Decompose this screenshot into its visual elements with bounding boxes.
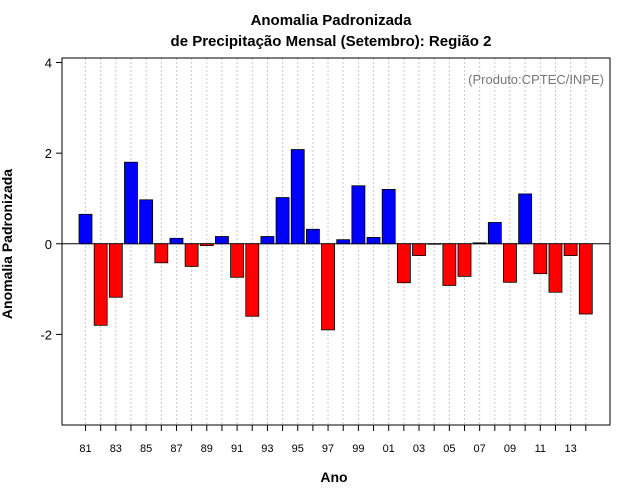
bar-87 bbox=[169, 237, 184, 245]
x-tick-label: 95 bbox=[292, 443, 304, 455]
x-tick-label: 99 bbox=[352, 443, 364, 455]
y-tick-label: 0 bbox=[45, 237, 52, 252]
bar-83 bbox=[108, 243, 123, 298]
x-tick-label: 11 bbox=[535, 443, 546, 455]
chart-title-line2: de Precipitação Mensal (Setembro): Regiã… bbox=[171, 33, 492, 50]
bar-82 bbox=[93, 243, 108, 326]
bar-03 bbox=[412, 243, 426, 256]
x-tick-label: 05 bbox=[443, 443, 455, 455]
bar-series bbox=[78, 149, 593, 331]
bar-95 bbox=[290, 149, 305, 245]
bar-96 bbox=[305, 228, 320, 245]
bar-01 bbox=[381, 188, 396, 245]
x-tick-label: 83 bbox=[110, 443, 122, 455]
bar-97 bbox=[321, 243, 335, 331]
plot-frame bbox=[61, 57, 611, 426]
x-tick-label: 01 bbox=[383, 443, 395, 455]
x-axis-label: Ano bbox=[320, 469, 347, 485]
bar-85 bbox=[139, 199, 154, 245]
bar-10 bbox=[518, 193, 533, 245]
bar-14 bbox=[578, 243, 593, 315]
bar-08 bbox=[487, 222, 502, 245]
y-axis-label: Anomalia Padronizada bbox=[0, 169, 15, 319]
bar-93 bbox=[260, 236, 275, 245]
bar-90 bbox=[215, 236, 229, 245]
bar-98 bbox=[336, 239, 351, 245]
x-axis: 81 83 85 87 89 91 93 95 97 99 01 03 05 07 09 11 13 bbox=[79, 425, 587, 455]
bar-91 bbox=[230, 243, 245, 278]
bar-81 bbox=[78, 213, 93, 245]
x-tick-label: 91 bbox=[231, 443, 243, 455]
bar-04 bbox=[427, 243, 442, 245]
bar-06 bbox=[457, 243, 472, 277]
y-tick-label: -2 bbox=[40, 327, 52, 342]
bar-00 bbox=[366, 237, 381, 245]
bar-88 bbox=[184, 243, 199, 267]
y-tick-label: 4 bbox=[45, 56, 52, 71]
vertical-gridlines bbox=[85, 58, 587, 425]
bar-86 bbox=[154, 243, 169, 264]
chart-title-line1: Anomalia Padronizada bbox=[251, 12, 413, 29]
x-tick-label: 89 bbox=[201, 443, 213, 455]
bar-94 bbox=[275, 197, 290, 245]
x-tick-label: 09 bbox=[504, 443, 516, 455]
bar-11 bbox=[533, 243, 548, 275]
x-tick-label: 81 bbox=[79, 443, 91, 455]
x-tick-label: 85 bbox=[140, 443, 152, 455]
bar-02 bbox=[396, 243, 411, 284]
x-tick-label: 13 bbox=[564, 443, 576, 455]
x-tick-label: 97 bbox=[322, 443, 334, 455]
bar-13 bbox=[563, 243, 578, 256]
bar-12 bbox=[548, 243, 563, 293]
bar-05 bbox=[442, 243, 457, 286]
bar-09 bbox=[503, 243, 517, 283]
product-credit: (Produto:CPTEC/INPE) bbox=[468, 72, 604, 87]
bar-92 bbox=[245, 243, 260, 317]
x-tick-label: 93 bbox=[261, 443, 273, 455]
x-tick-label: 07 bbox=[474, 443, 486, 455]
x-tick-label: 03 bbox=[413, 443, 425, 455]
x-tick-label: 87 bbox=[170, 443, 182, 455]
bar-89 bbox=[199, 243, 214, 246]
bar-84 bbox=[124, 161, 138, 245]
y-tick-label: 2 bbox=[45, 146, 52, 161]
bar-07 bbox=[472, 242, 487, 245]
y-axis: -2 0 2 4 bbox=[40, 56, 62, 342]
bar-99 bbox=[351, 185, 366, 245]
